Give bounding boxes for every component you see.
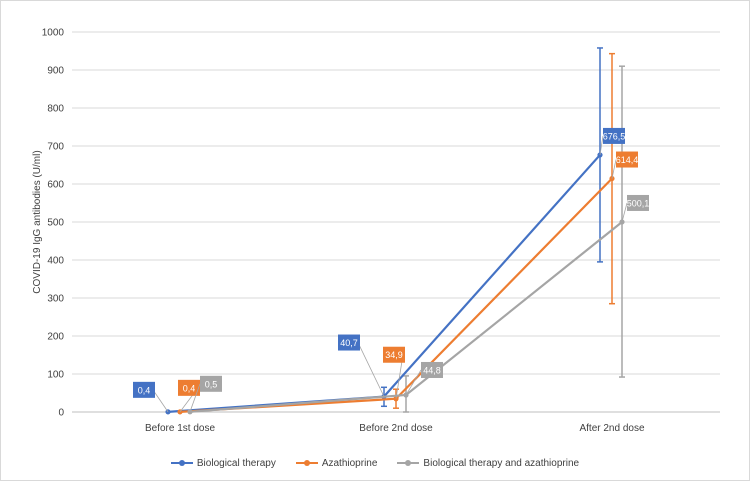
leader-line [152,389,169,413]
leader-line [599,135,604,155]
data-labels: 0,4 40,7 676,5 0,4 34,9 614,4 0,5 44,8 500,1 [133,127,650,413]
x-axis-ticks: Before 1st dose Before 2nd dose After 2nd … [145,423,645,434]
y-axis-ticks: 0 100 200 300 400 500 600 700 800 900 1000 [42,28,65,419]
data-label: 0,5 [189,375,222,412]
y-tick-label: 0 [58,408,64,419]
legend-entry: Biological therapy [170,457,276,469]
data-label-box [421,361,443,378]
data-label-box [603,127,625,144]
data-label-text: 0,4 [183,383,196,393]
legend-label: Biological therapy and azathioprine [423,457,580,469]
x-tick-label: After 2nd dose [579,423,644,434]
data-label-box [338,334,360,351]
leader-line [405,369,422,396]
legend-entry: Biological therapy and azathioprine [397,458,579,469]
leader-line [621,202,628,223]
leader-line [357,342,385,397]
data-label: 676,5 [599,127,626,155]
data-label: 614,4 [611,151,639,179]
legend-swatch [170,460,193,466]
data-label-box [178,379,200,396]
data-label-box [133,381,155,398]
data-label-text: 0,5 [205,379,218,389]
data-label-box [200,375,222,392]
data-label-text: 0,4 [138,385,151,395]
y-tick-label: 800 [47,104,64,115]
legend-swatch [295,460,318,466]
data-label-text: 676,5 [603,131,626,141]
legend-entry: Azathioprine [295,457,378,469]
legend-label: Biological therapy [196,457,276,469]
series-line [167,154,601,413]
data-label-text: 40,7 [340,338,358,348]
data-label-text: 500,1 [627,198,650,208]
series-lines [165,152,625,415]
data-label: 34,9 [383,346,405,399]
data-label-box [627,194,649,211]
y-tick-label: 900 [47,66,64,77]
y-tick-label: 1000 [42,28,65,39]
data-label: 0,4 [133,381,169,413]
leader-line [611,159,617,179]
y-tick-label: 300 [47,294,64,305]
legend-swatch [397,460,420,466]
legend: Biological therapy Azathioprine Biological… [0,456,750,469]
legend-label: Azathioprine [321,457,378,469]
data-label: 44,8 [405,361,443,396]
data-label-box [616,151,638,168]
x-tick-label: Before 1st dose [145,423,215,434]
y-axis-title: COVID-19 IgG antibodies (U/ml) [32,150,43,293]
x-tick-label: Before 2nd dose [359,423,433,434]
data-label-text: 34,9 [385,350,403,360]
data-label: 500,1 [621,194,650,223]
line-chart: 0 100 200 300 400 500 600 700 800 900 1000 Before … [32,28,720,434]
y-tick-label: 400 [47,256,64,267]
data-label: 40,7 [338,334,385,397]
y-tick-label: 100 [47,370,64,381]
leader-line [189,383,201,412]
data-label-text: 44,8 [423,365,441,375]
data-label-box [383,346,405,363]
y-tick-label: 700 [47,142,64,153]
y-tick-label: 200 [47,332,64,343]
data-label-text: 614,4 [616,155,639,165]
y-tick-label: 600 [47,180,64,191]
data-label: 0,4 [178,379,200,413]
y-tick-label: 500 [47,218,64,229]
